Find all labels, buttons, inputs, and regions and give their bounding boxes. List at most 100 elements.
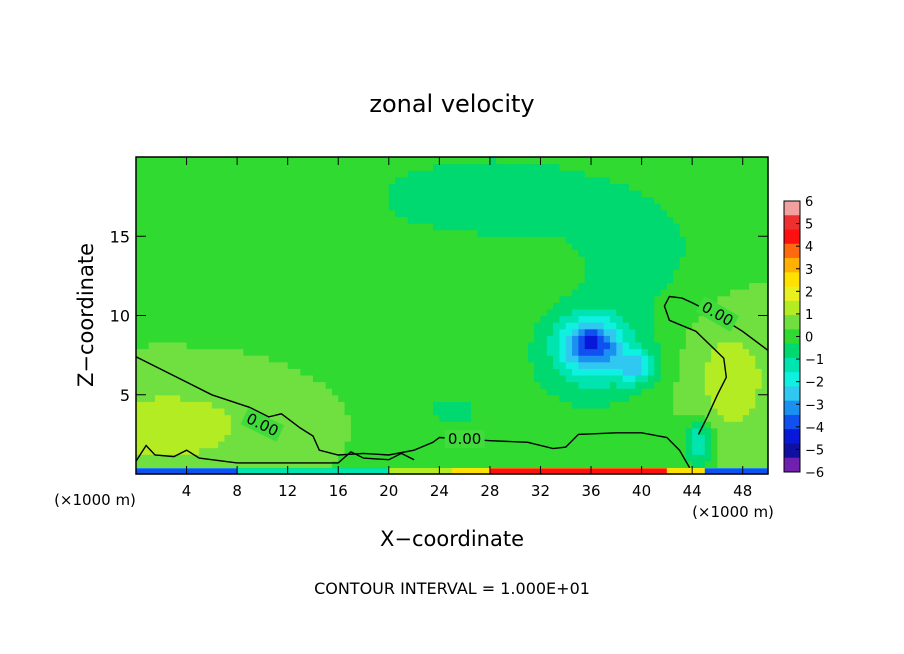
heatmap-cell: [540, 256, 548, 264]
heatmap-cell: [180, 341, 188, 350]
heatmap-cell: [458, 368, 466, 376]
heatmap-cell: [382, 348, 390, 356]
heatmap-cell: [426, 262, 434, 270]
heatmap-cell: [281, 447, 289, 455]
heatmap-cell: [401, 242, 409, 251]
heatmap-cell: [761, 335, 769, 343]
heatmap-cell: [584, 388, 592, 396]
heatmap-cell: [546, 249, 554, 257]
heatmap-cell: [148, 282, 156, 290]
heatmap-cell: [584, 335, 592, 343]
heatmap-cell: [294, 157, 301, 165]
heatmap-cell: [679, 183, 687, 191]
heatmap-cell: [249, 216, 257, 224]
heatmap-cell: [647, 229, 655, 237]
heatmap-cell: [584, 223, 592, 231]
heatmap-cell: [540, 242, 548, 251]
heatmap-cell: [192, 302, 200, 310]
heatmap-cell: [603, 295, 611, 303]
colorbar-swatch: [784, 286, 800, 302]
heatmap-cell: [249, 322, 257, 330]
heatmap-cell: [616, 407, 624, 416]
heatmap-cell: [572, 183, 579, 191]
heatmap-cell: [515, 308, 523, 317]
heatmap-cell: [742, 315, 750, 323]
heatmap-cell: [275, 388, 282, 396]
heatmap-cell: [211, 421, 219, 429]
heatmap-cell: [755, 427, 763, 435]
heatmap-cell: [521, 355, 529, 363]
heatmap-cell: [591, 163, 598, 171]
heatmap-cell: [331, 229, 339, 237]
heatmap-cell: [249, 348, 257, 356]
heatmap-cell: [388, 209, 396, 218]
heatmap-cell: [262, 335, 270, 343]
heatmap-cell: [281, 196, 289, 204]
heatmap-cell: [439, 407, 447, 416]
heatmap-cell: [527, 394, 535, 402]
heatmap-cell: [742, 196, 750, 204]
heatmap-cell: [256, 196, 263, 204]
heatmap-cell: [584, 236, 592, 244]
heatmap-cell: [572, 242, 579, 251]
heatmap-cell: [464, 401, 472, 409]
heatmap-cell: [186, 295, 194, 303]
heatmap-cell: [344, 328, 352, 336]
colorbar-tick-label: 5: [805, 218, 813, 233]
heatmap-cell: [205, 223, 213, 231]
heatmap-cell: [237, 269, 245, 277]
heatmap-cell: [692, 355, 700, 363]
heatmap-cell: [635, 308, 643, 317]
heatmap-cell: [660, 269, 668, 277]
heatmap-cell: [199, 295, 207, 303]
heatmap-cell: [673, 447, 681, 455]
heatmap-cell: [755, 302, 763, 310]
heatmap-cell: [610, 447, 617, 455]
heatmap-cell: [584, 341, 592, 350]
heatmap-cell: [628, 341, 636, 350]
heatmap-cell: [452, 381, 459, 389]
heatmap-cell: [338, 256, 346, 264]
heatmap-cell: [249, 308, 257, 317]
heatmap-cell: [414, 421, 421, 429]
heatmap-cell: [350, 269, 358, 277]
heatmap-cell: [508, 249, 516, 257]
heatmap-cell: [610, 394, 617, 402]
heatmap-cell: [546, 315, 554, 323]
heatmap-cell: [262, 163, 270, 171]
heatmap-cell: [452, 348, 459, 356]
heatmap-cell: [464, 355, 472, 363]
heatmap-cell: [698, 289, 706, 297]
heatmap-cell: [395, 374, 403, 383]
heatmap-cell: [445, 157, 453, 165]
heatmap-cell: [211, 361, 219, 369]
heatmap-cell: [470, 203, 478, 211]
heatmap-cell: [382, 454, 390, 462]
heatmap-cell: [275, 203, 282, 211]
x-axis-label: X−coordinate: [380, 527, 524, 551]
heatmap-cell: [433, 269, 440, 277]
heatmap-cell: [407, 368, 415, 376]
heatmap-cell: [205, 341, 213, 350]
heatmap-cell: [603, 289, 611, 297]
heatmap-cell: [350, 361, 358, 369]
heatmap-cell: [534, 183, 542, 191]
heatmap-cell: [306, 249, 314, 257]
heatmap-cell: [704, 434, 712, 442]
heatmap-cell: [704, 256, 712, 264]
heatmap-cell: [407, 170, 415, 178]
heatmap-cell: [452, 302, 459, 310]
heatmap-cell: [496, 388, 504, 396]
heatmap-cell: [641, 163, 649, 171]
heatmap-cell: [666, 414, 674, 422]
heatmap-cell: [502, 368, 510, 376]
heatmap-cell: [685, 328, 693, 336]
heatmap-cell: [679, 440, 687, 449]
heatmap-cell: [388, 295, 396, 303]
heatmap-cell: [654, 401, 662, 409]
heatmap-cell: [192, 308, 200, 317]
heatmap-cell: [445, 341, 453, 350]
heatmap-cell: [565, 454, 573, 462]
heatmap-cell: [470, 460, 478, 468]
heatmap-cell: [711, 401, 719, 409]
